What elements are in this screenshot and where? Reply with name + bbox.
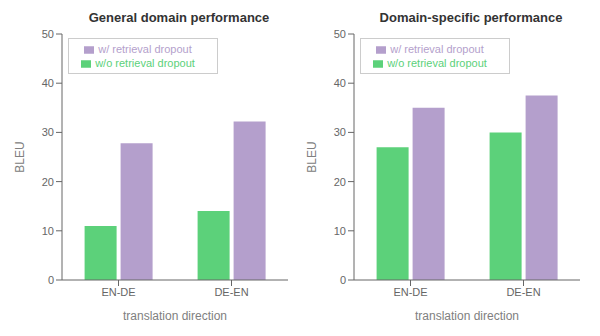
html-text:w/ retrieval dropout: w/ retrieval dropout xyxy=(390,43,484,55)
svg-text:40: 40 xyxy=(42,77,54,89)
html-text:w/o retrieval dropout: w/o retrieval dropout xyxy=(95,57,195,69)
html-text:w/ retrieval dropout: w/ retrieval dropout xyxy=(98,43,192,55)
svg-text:0: 0 xyxy=(340,274,346,286)
svg-text:20: 20 xyxy=(42,176,54,188)
svg-text:10: 10 xyxy=(42,225,54,237)
svg-text:50: 50 xyxy=(42,28,54,40)
svg-text:50: 50 xyxy=(334,28,346,40)
svg-text:30: 30 xyxy=(334,126,346,138)
svg-text:10: 10 xyxy=(334,225,346,237)
html-text:w/o retrieval dropout: w/o retrieval dropout xyxy=(387,57,487,69)
svg-text:DE-EN: DE-EN xyxy=(214,286,248,298)
svg-text:20: 20 xyxy=(334,176,346,188)
svg-text:BLEU: BLEU xyxy=(13,141,27,172)
svg-text:30: 30 xyxy=(42,126,54,138)
svg-text:DE-EN: DE-EN xyxy=(506,286,540,298)
html-text:Domain-specific performance: Domain-specific performance xyxy=(379,10,563,25)
svg-text:EN-DE: EN-DE xyxy=(101,286,135,298)
svg-text:0: 0 xyxy=(48,274,54,286)
svg-text:BLEU: BLEU xyxy=(305,141,319,172)
svg-text:translation direction: translation direction xyxy=(415,309,519,323)
svg-text:40: 40 xyxy=(334,77,346,89)
html-text:General domain performance: General domain performance xyxy=(88,10,270,25)
svg-text:EN-DE: EN-DE xyxy=(393,286,427,298)
svg-text:translation direction: translation direction xyxy=(123,309,227,323)
